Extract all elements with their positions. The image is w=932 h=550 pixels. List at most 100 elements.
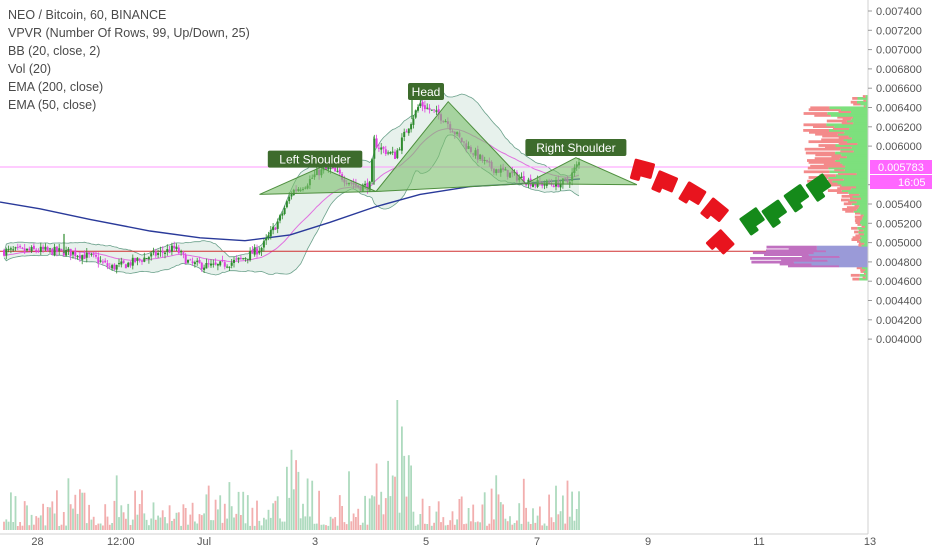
symbol-title[interactable]: NEO / Bitcoin, 60, BINANCE [8, 8, 167, 22]
volume-bar [161, 510, 164, 530]
vpvr-up-bar [832, 179, 868, 183]
candle-body [203, 267, 206, 270]
candle-body [136, 257, 139, 261]
volume-bar [102, 525, 104, 530]
volume-bar [99, 523, 102, 530]
time-tick-label: 7 [534, 536, 540, 548]
volume-bar [412, 511, 415, 530]
candle-body [101, 261, 104, 263]
volume-bar [405, 496, 408, 530]
candle-body [283, 208, 286, 214]
candle-body [152, 251, 155, 253]
volume-bar [394, 476, 396, 530]
volume-bar [352, 513, 355, 530]
ema50-indicator-label[interactable]: EMA (50, close) [8, 98, 97, 112]
volume-bar [527, 521, 530, 530]
vol-indicator-label[interactable]: Vol (20) [8, 62, 52, 76]
volume-bar [108, 524, 111, 530]
vpvr-up-bar [841, 153, 868, 157]
volume-bar [375, 463, 378, 530]
vpvr-up-bar [857, 97, 868, 100]
countdown-label: 16:05 [898, 177, 926, 189]
volume-bar [256, 500, 258, 530]
vpvr-down-bar [766, 245, 817, 249]
volume-bar [532, 508, 534, 530]
volume-bar [479, 522, 481, 530]
vpvr-down-bar [788, 264, 839, 268]
vpvr-down-bar [856, 266, 862, 270]
vpvr-up-bar [860, 219, 868, 223]
volume-bar [568, 516, 571, 530]
volume-bar [83, 492, 86, 530]
volume-bar [5, 519, 8, 530]
candle-body [233, 259, 235, 263]
vpvr-up-bar [865, 95, 868, 98]
vpvr-down-bar [825, 145, 852, 149]
vpvr-up-bar [853, 121, 868, 125]
vpvr-indicator-label[interactable]: VPVR (Number Of Rows, 99, Up/Down, 25) [8, 26, 250, 40]
volume-bar [481, 504, 484, 530]
vpvr-down-bar [838, 110, 851, 113]
vpvr-up-bar [865, 275, 868, 279]
vpvr-down-bar [807, 159, 836, 162]
volume-bar [424, 523, 426, 530]
vpvr-down-bar [750, 257, 812, 260]
projection-green-arrow [783, 184, 809, 213]
candle-body [108, 266, 111, 268]
candle-body [39, 246, 42, 252]
volume-bar [562, 495, 564, 530]
vpvr-up-bar [846, 119, 868, 123]
candle-body [28, 248, 31, 251]
volume-bar [467, 508, 470, 530]
vpvr-up-bar [858, 206, 868, 209]
volume-bar [191, 502, 194, 530]
candle-body [46, 247, 49, 251]
vpvr-down-bar [826, 119, 847, 123]
candle-body [279, 215, 281, 221]
candle-body [7, 248, 10, 250]
time-tick-label: 5 [423, 536, 429, 548]
vpvr-down-bar [815, 153, 842, 157]
candle-body [400, 137, 403, 151]
vpvr-up-bar [828, 166, 868, 170]
volume-bar [35, 516, 38, 530]
vpvr-down-bar [813, 125, 835, 128]
pattern-triangle-head [374, 100, 528, 193]
vpvr-up-bar [856, 200, 868, 204]
candle-body [134, 258, 137, 263]
volume-bar [463, 524, 465, 530]
price-tick-label: 0.007000 [876, 45, 922, 57]
vpvr-up-bar [835, 151, 868, 155]
candle-body [366, 182, 369, 191]
candle-body [55, 246, 58, 252]
volume-bar [518, 503, 521, 530]
vpvr-down-bar [841, 121, 854, 125]
volume-bar [145, 519, 148, 530]
volume-bar [223, 503, 226, 530]
vpvr-up-bar [811, 262, 868, 266]
candle-body [200, 262, 203, 270]
candle-body [329, 168, 332, 170]
projection-red-arrow-shape [678, 181, 707, 205]
volume-bar [129, 525, 132, 530]
candle-body [16, 246, 19, 248]
candle-body [251, 249, 254, 254]
vpvr-down-bar [837, 172, 857, 176]
vpvr-up-bar [864, 241, 868, 245]
candle-body [520, 176, 523, 178]
bb-indicator-label[interactable]: BB (20, close, 2) [8, 44, 101, 58]
vpvr-up-bar [862, 217, 868, 221]
candle-body [419, 103, 422, 106]
volume-bar [210, 520, 212, 530]
volume-bar [306, 478, 309, 530]
candle-body [421, 102, 424, 107]
volume-bar [322, 524, 325, 530]
ema200-indicator-label[interactable]: EMA (200, close) [8, 80, 104, 94]
volume-bar [42, 503, 44, 530]
vpvr-down-bar [752, 251, 814, 255]
volume-bar [106, 516, 109, 530]
candle-body [69, 248, 72, 256]
vpvr-up-bar [851, 136, 868, 140]
candle-body [141, 260, 143, 262]
